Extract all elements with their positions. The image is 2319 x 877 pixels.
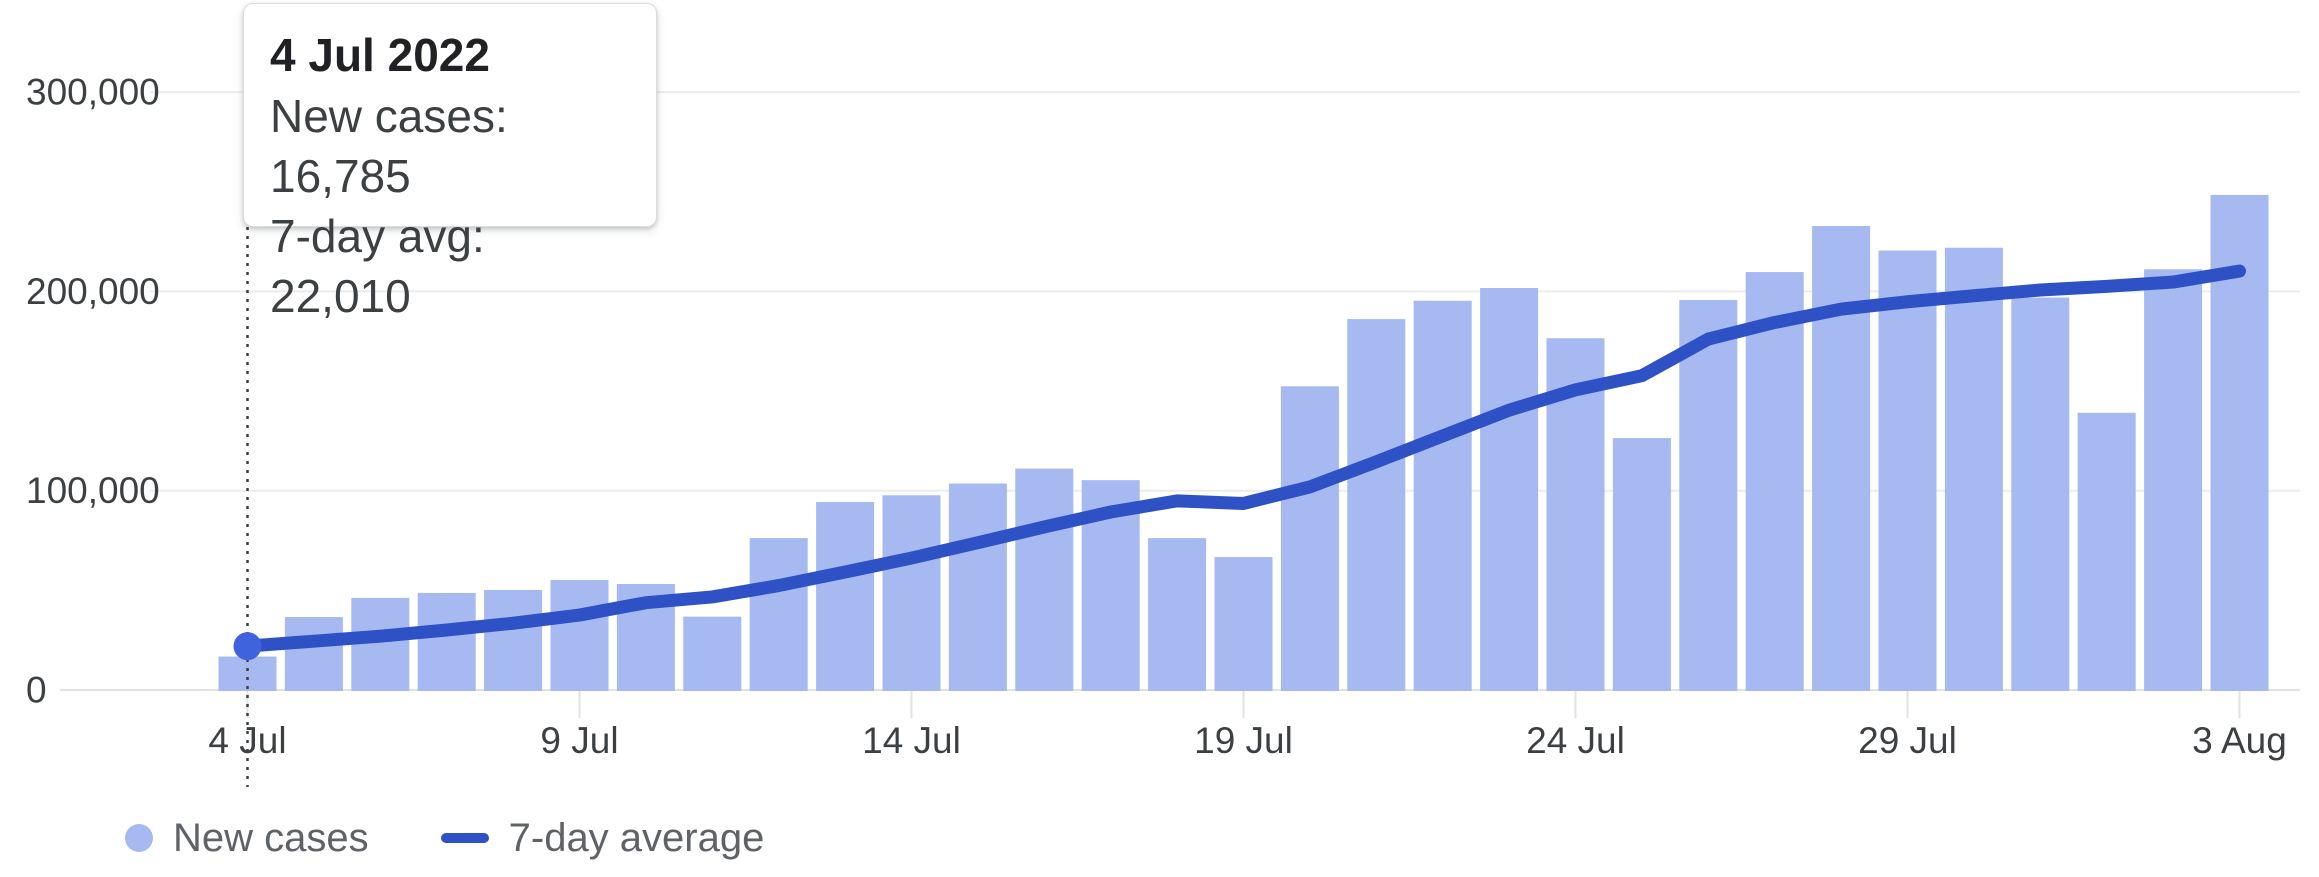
tooltip-date: 4 Jul 2022: [270, 29, 490, 81]
legend: New cases 7-day average: [125, 814, 764, 862]
avg-line-icon: [440, 833, 489, 843]
bar-14-jul[interactable]: [882, 495, 941, 691]
x-axis-label: 14 Jul: [862, 720, 961, 761]
bar-11-jul[interactable]: [683, 616, 742, 691]
bar-29-jul[interactable]: [1878, 250, 1937, 691]
bar-28-jul[interactable]: [1812, 226, 1871, 691]
legend-label-avg: 7-day average: [508, 815, 765, 860]
bar-25-jul[interactable]: [1612, 438, 1671, 691]
bar-6-jul[interactable]: [351, 597, 410, 691]
bar-1-aug[interactable]: [2077, 412, 2136, 691]
y-axis-label: 300,000: [26, 72, 160, 113]
bar-15-jul[interactable]: [948, 483, 1007, 691]
bar-2-aug[interactable]: [2144, 269, 2203, 691]
bar-21-jul[interactable]: [1347, 319, 1406, 691]
bar-20-jul[interactable]: [1280, 386, 1339, 691]
y-axis-label: 100,000: [26, 470, 160, 511]
bar-4-jul[interactable]: [218, 656, 277, 691]
bar-26-jul[interactable]: [1679, 299, 1738, 691]
tooltip-avg: 7-day avg: 22,010: [270, 210, 485, 322]
bar-30-jul[interactable]: [1944, 247, 2003, 691]
new-cases-dot-icon: [125, 824, 153, 852]
bar-31-jul[interactable]: [2011, 297, 2070, 691]
bar-8-jul[interactable]: [484, 589, 543, 691]
tooltip-new-cases: New cases: 16,785: [270, 90, 508, 202]
bar-23-jul[interactable]: [1480, 288, 1539, 691]
x-axis-label: 24 Jul: [1526, 720, 1625, 761]
bar-12-jul[interactable]: [749, 538, 808, 691]
x-axis-label: 19 Jul: [1194, 720, 1293, 761]
legend-label-new-cases: New cases: [173, 815, 369, 860]
x-axis-label: 3 Aug: [2192, 720, 2287, 761]
y-axis-label: 200,000: [26, 271, 160, 312]
seven-day-average-line[interactable]: [241, 264, 2246, 653]
legend-item-new-cases[interactable]: New cases: [125, 816, 369, 861]
legend-item-avg[interactable]: 7-day average: [440, 815, 765, 861]
bar-16-jul[interactable]: [1015, 468, 1074, 691]
bar-5-jul[interactable]: [284, 617, 343, 691]
x-axis-label: 9 Jul: [540, 720, 618, 761]
bar-19-jul[interactable]: [1214, 557, 1273, 691]
y-axis-label: 0: [26, 670, 47, 711]
bar-22-jul[interactable]: [1413, 300, 1472, 691]
highlight-marker-dot[interactable]: [233, 632, 262, 661]
bar-18-jul[interactable]: [1148, 538, 1207, 691]
bar-9-jul[interactable]: [550, 579, 609, 691]
x-axis-label: 29 Jul: [1858, 720, 1957, 761]
tooltip: 4 Jul 2022 New cases: 16,785 7-day avg: …: [243, 3, 657, 322]
bar-7-jul[interactable]: [417, 592, 476, 691]
bar-13-jul[interactable]: [816, 502, 875, 691]
bar-27-jul[interactable]: [1745, 272, 1804, 691]
